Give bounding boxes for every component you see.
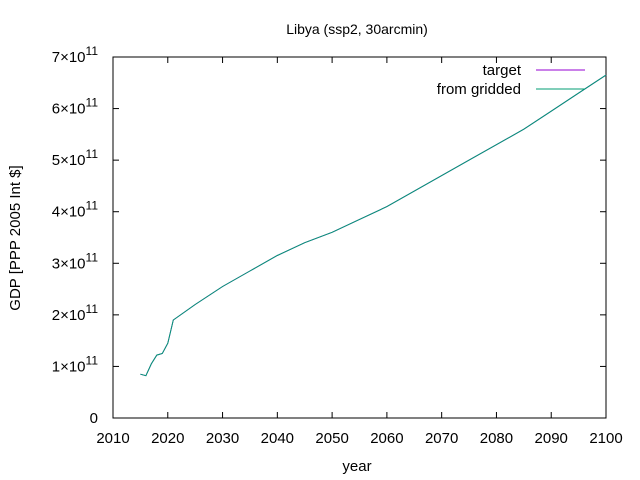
legend-label-0: target [483,62,522,79]
plot-frame [112,56,607,419]
x-tick-label: 2080 [480,430,513,447]
y-tick-label: 7×1011 [52,44,99,66]
x-tick-label: 2060 [370,430,403,447]
x-tick-label: 2010 [96,430,129,447]
chart-title: Libya (ssp2, 30arcmin) [286,21,428,37]
y-tick-label: 6×1011 [52,96,99,118]
y-tick-label: 5×1011 [52,147,99,169]
series-line-0 [140,74,607,377]
x-axis-label: year [342,458,371,475]
x-tick-label: 2070 [425,430,458,447]
series-layer [140,74,607,377]
x-tick-label: 2020 [151,430,184,447]
legend: target from gridded [437,62,585,98]
x-tick-label: 2090 [535,430,568,447]
y-tick-label: 4×1011 [52,199,99,221]
x-tick-label: 2040 [261,430,294,447]
y-tick-label: 0 [90,410,98,427]
x-tick-label: 2100 [589,430,622,447]
y-axis: 0 1×1011 2×1011 3×1011 4×1011 5×1011 6×1011 7×1… [52,44,606,427]
y-axis-label: GDP [PPP 2005 Int $] [7,165,24,310]
legend-label-1: from gridded [437,81,521,98]
y-tick-label: 2×1011 [52,302,99,324]
x-axis: 2010 2020 2030 2040 2050 2060 2070 2080 2090 2100 [96,57,623,447]
series-line-1 [140,74,607,377]
x-tick-label: 2030 [206,430,239,447]
y-tick-label: 3×1011 [52,250,99,272]
y-tick-label: 1×1011 [52,353,99,375]
x-tick-label: 2050 [315,430,348,447]
